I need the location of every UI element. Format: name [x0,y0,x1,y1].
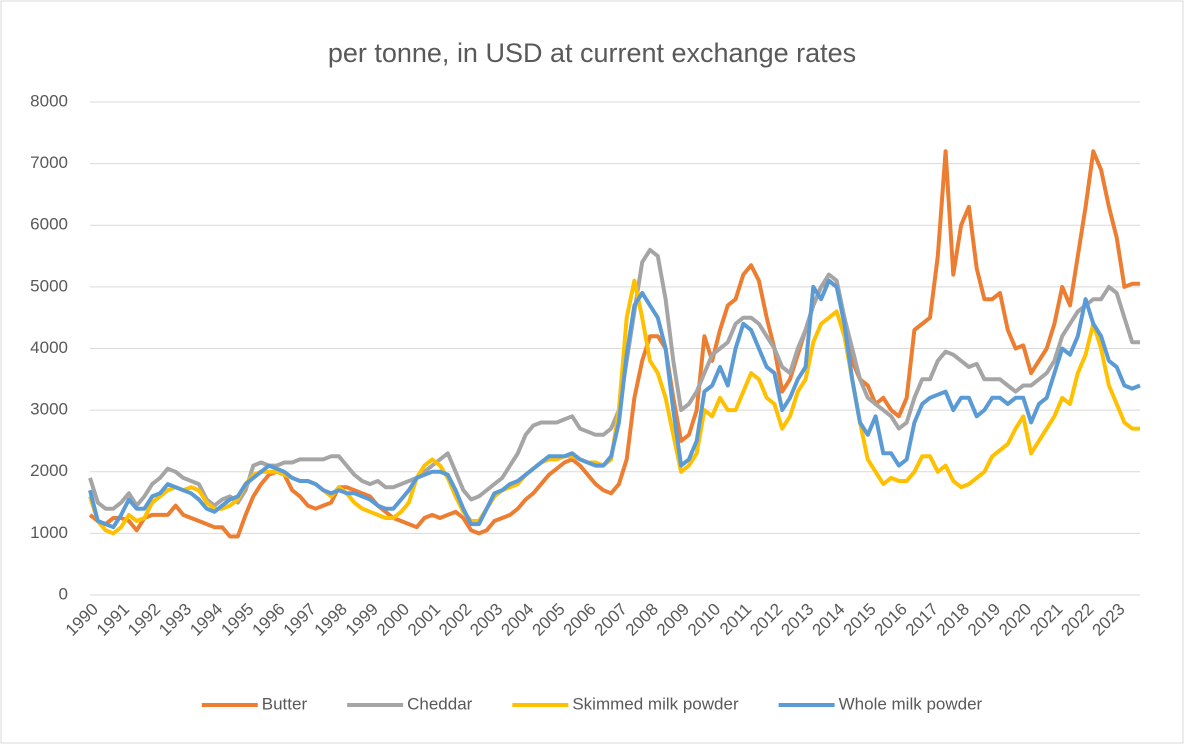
y-tick-label: 2000 [30,461,68,480]
y-tick-label: 6000 [30,215,68,234]
legend-label: Skimmed milk powder [572,694,739,713]
legend-label: Butter [262,694,308,713]
y-tick-label: 8000 [30,91,68,110]
y-tick-label: 0 [59,584,68,603]
series-line [88,149,1140,539]
chart-title: per tonne, in USD at current exchange ra… [328,38,856,68]
y-tick-label: 1000 [30,523,68,542]
series-line [88,278,1141,530]
y-tick-label: 5000 [30,276,68,295]
y-tick-label: 3000 [30,400,68,419]
y-tick-label: 7000 [30,153,68,172]
series-line [88,247,1140,511]
y-tick-label: 4000 [30,338,68,357]
legend-label: Cheddar [407,694,473,713]
legend-label: Whole milk powder [839,694,983,713]
